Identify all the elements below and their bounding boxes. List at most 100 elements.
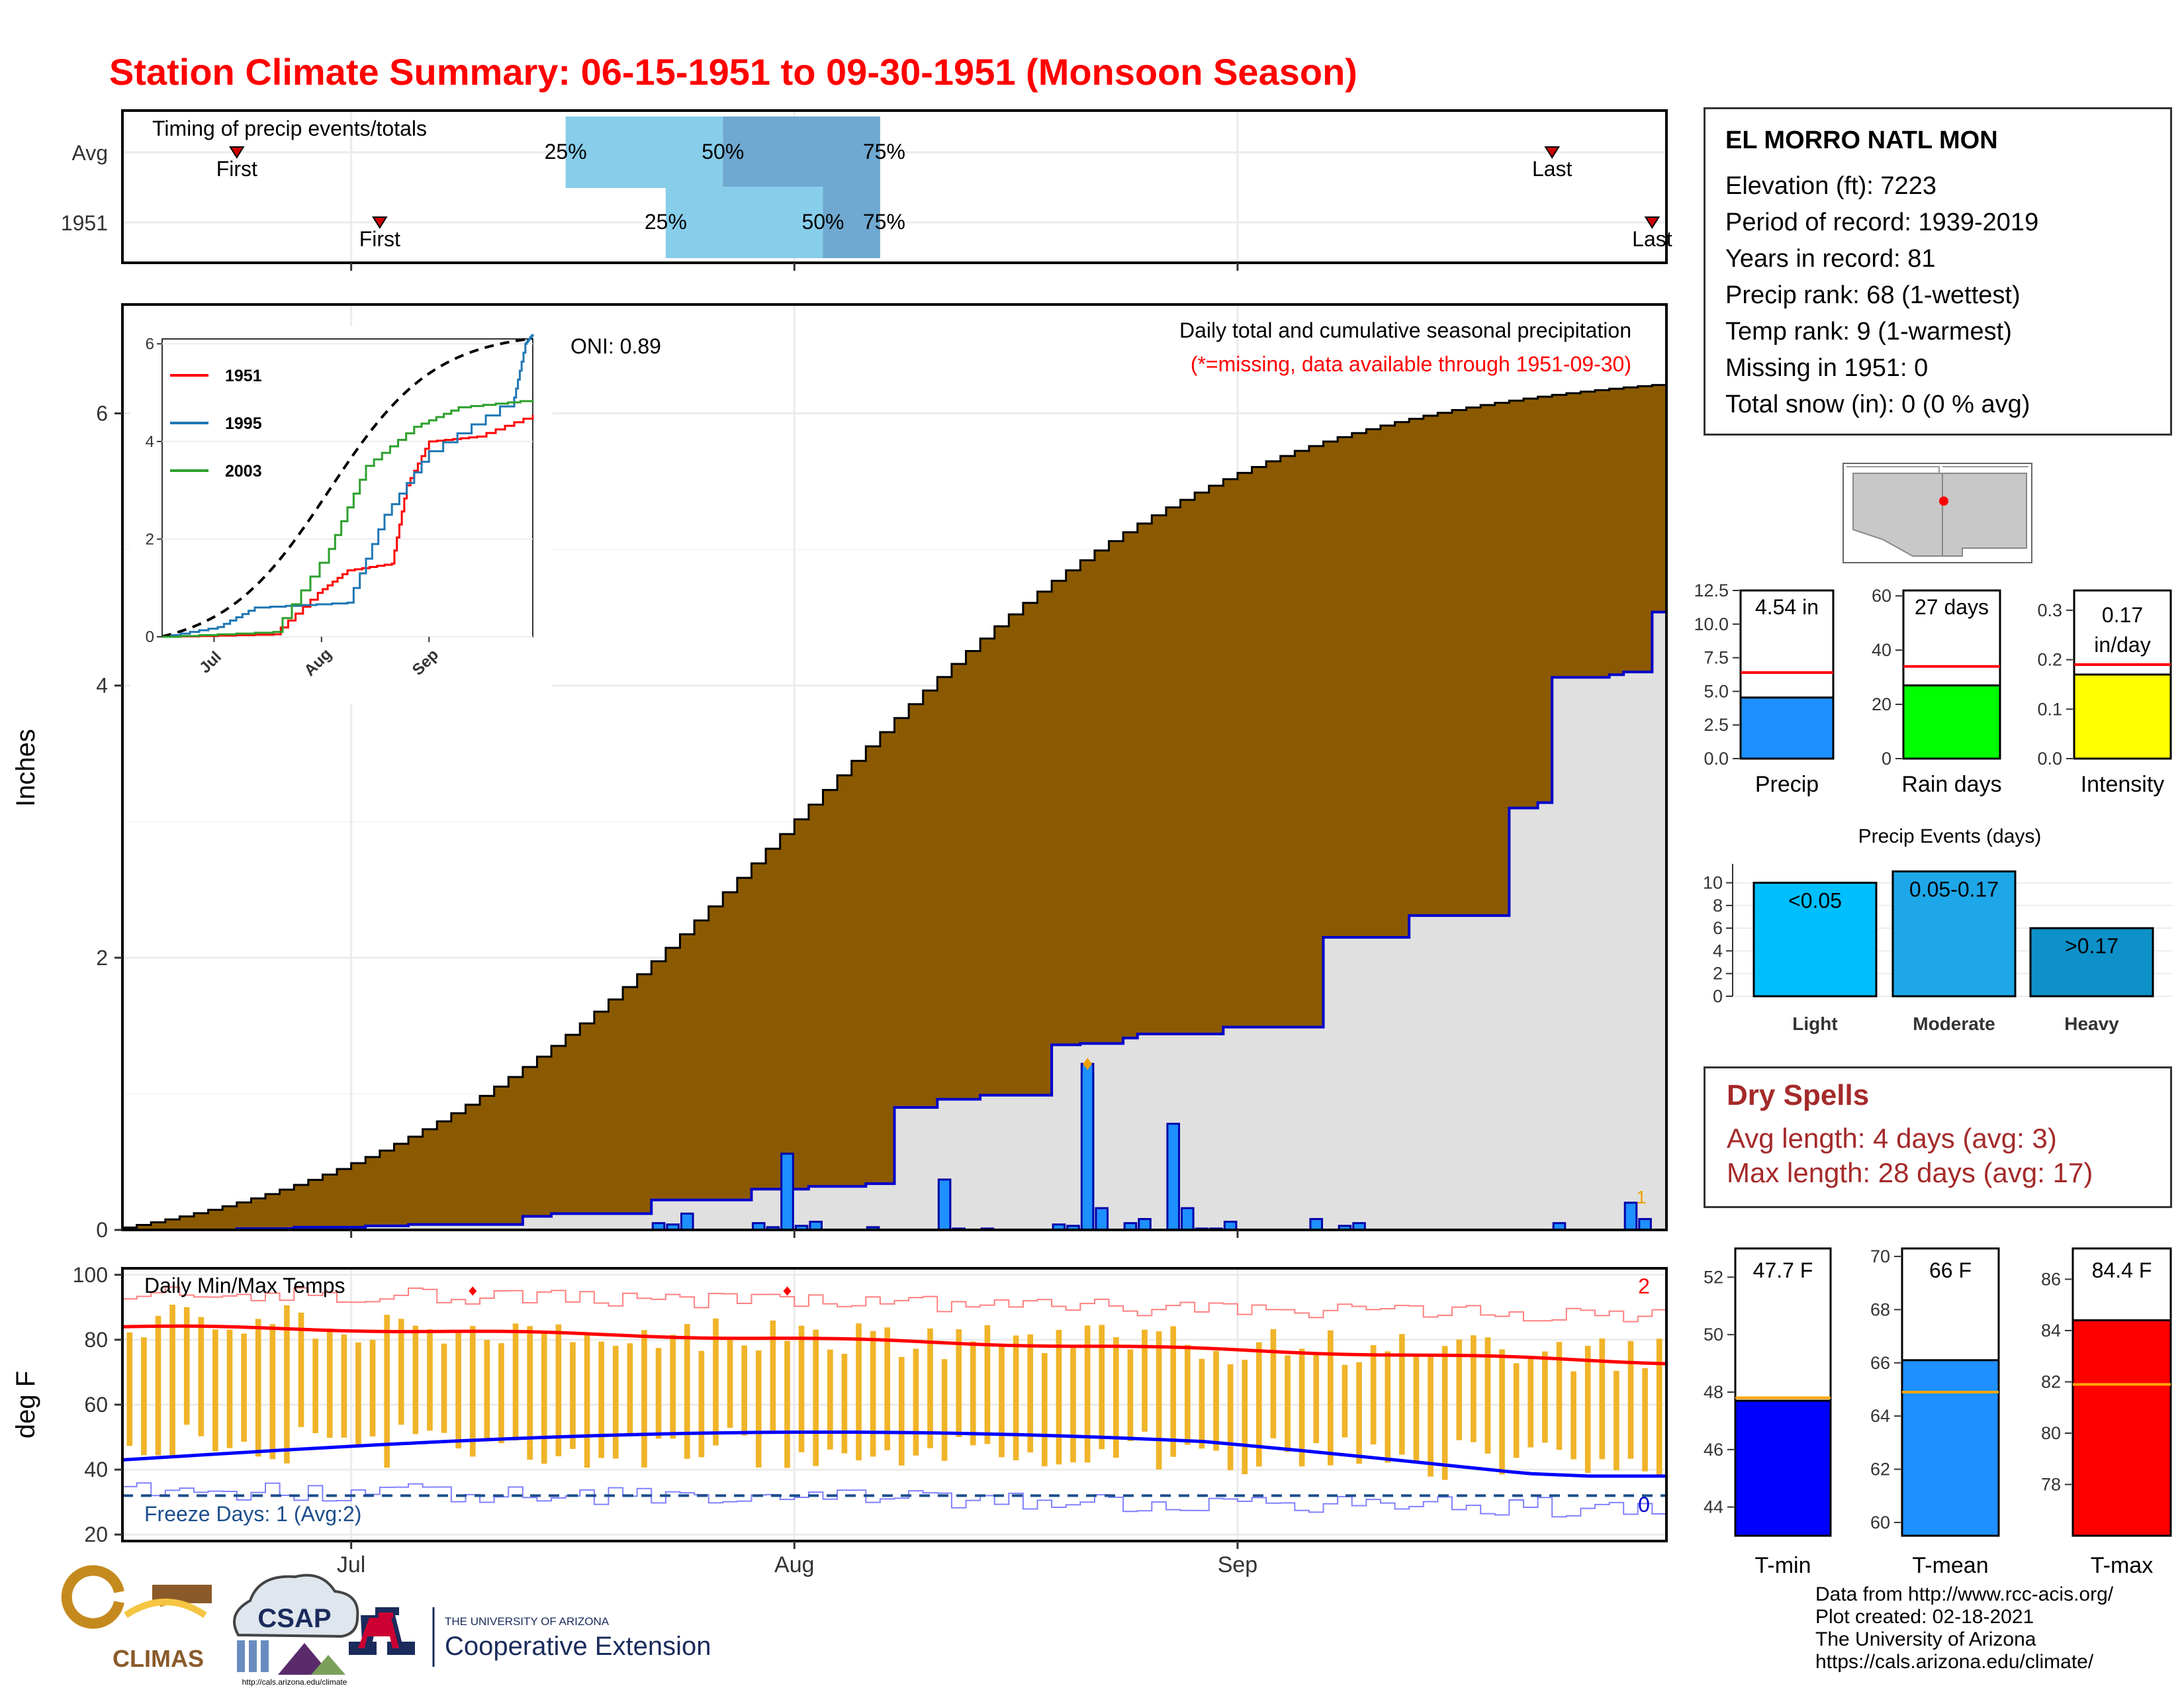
mini-bar-tick: 0.3: [2037, 600, 2062, 620]
events-category: Light: [1792, 1013, 1837, 1034]
daily-precip-bar: [1623, 1201, 1638, 1231]
mini-bar-tick: 2.5: [1704, 715, 1729, 735]
mini-bar-value: 0.17: [2102, 603, 2143, 627]
daily-temp-bar: [369, 1339, 376, 1436]
inset-y-label: 6: [146, 335, 154, 353]
inset-y-label: 2: [146, 530, 154, 548]
mini-bar-tick: 5.0: [1704, 681, 1729, 701]
daily-temp-bar: [798, 1325, 805, 1452]
daily-temp-bar: [1484, 1337, 1491, 1454]
temp-bar-tick: 50: [1704, 1325, 1723, 1344]
daily-temp-bar: [1070, 1348, 1076, 1463]
daily-temp-bar: [412, 1325, 419, 1434]
daily-precip-bar: [937, 1178, 952, 1231]
pct-label: 75%: [863, 140, 905, 164]
temp-bar-tick: 78: [2041, 1475, 2061, 1495]
month-label: Sep: [1218, 1552, 1258, 1577]
credit-line: Data from http://www.rcc-acis.org/: [1815, 1583, 2114, 1605]
csap-logo-url: http://cals.arizona.edu/climate: [242, 1677, 347, 1687]
average-max-line: [122, 1324, 1667, 1366]
y-tick-label: 60: [84, 1393, 108, 1417]
daily-temp-bar: [1213, 1350, 1219, 1451]
mini-bar: [1902, 684, 2001, 760]
events-bar: [1891, 870, 2017, 998]
last-label: Last: [1532, 157, 1572, 181]
daily-temp-bar: [1041, 1353, 1048, 1467]
temp-bar-tick: 62: [1870, 1460, 1890, 1479]
daily-temp-bar: [1013, 1335, 1019, 1461]
daily-precip-bar: [1095, 1207, 1109, 1231]
events-tick: 8: [1713, 896, 1723, 915]
daily-temp-bar: [1242, 1360, 1248, 1475]
daily-temp-bar: [1570, 1371, 1576, 1460]
climas-logo: CLIMAS: [61, 1565, 212, 1672]
mini-bar-tick: 20: [1872, 694, 1891, 714]
temp-bar-tick: 86: [2041, 1270, 2061, 1289]
daily-temp-bar: [312, 1338, 318, 1433]
month-label: Aug: [774, 1552, 815, 1577]
temp-bar-label: T-mean: [1912, 1553, 1988, 1578]
record-high-marker: [469, 1286, 477, 1296]
temp-bar-tick: 80: [2041, 1423, 2061, 1443]
daily-temp-bar: [1270, 1329, 1277, 1438]
y-tick-label: 0: [96, 1218, 108, 1242]
csap-logo-text: CSAP: [257, 1604, 331, 1633]
daily-temp-bar: [427, 1329, 433, 1431]
daily-temp-bar: [655, 1348, 662, 1439]
inset-series-line: [162, 400, 534, 638]
temp-bar-value: 84.4 F: [2092, 1258, 2152, 1282]
pct-label: 25%: [645, 210, 687, 234]
station-elevation: Elevation (ft): 7223: [1725, 172, 1936, 200]
daily-temp-bar: [1456, 1339, 1463, 1440]
daily-temp-bar: [398, 1319, 404, 1425]
inset-y-label: 4: [146, 433, 154, 451]
timing-row-label-avg: Avg: [71, 141, 108, 165]
timing-bar-upper: [823, 187, 880, 258]
temp-bar-tick: 64: [1870, 1406, 1890, 1426]
oni-value: ONI: 0.89: [570, 334, 661, 358]
daily-temp-bar: [913, 1348, 919, 1456]
temp-bar-tick: 46: [1704, 1440, 1723, 1460]
daily-temp-bar: [856, 1323, 862, 1461]
precip-count-label: 1: [1636, 1187, 1647, 1207]
precip-panel-title: Daily total and cumulative seasonal prec…: [1179, 318, 1631, 342]
daily-temp-bar: [941, 1359, 948, 1461]
last-marker: [1544, 146, 1560, 159]
record-high-count: 2: [1638, 1274, 1650, 1298]
pct-label: 25%: [545, 140, 587, 164]
temp-bar: [1734, 1399, 1832, 1537]
precip-events-plot: 02 4 6 8 10 <0.05 Light 0.05-0.17 Moderate >0.17 H…: [1703, 864, 2173, 1034]
daily-temp-bar: [1556, 1342, 1563, 1450]
temp-bar-tick: 68: [1870, 1299, 1890, 1319]
daily-temp-bar: [541, 1333, 547, 1464]
daily-temp-bar: [584, 1334, 590, 1468]
daily-temp-bar: [1385, 1351, 1391, 1463]
events-bar: [2029, 927, 2154, 998]
mini-bar-tick: 0.0: [2037, 749, 2062, 769]
station-period: Period of record: 1939-2019: [1725, 209, 2039, 236]
inset-series-line: [162, 334, 534, 638]
temp-bar-label: T-max: [2091, 1553, 2153, 1578]
events-bar-label: 0.05-0.17: [1909, 877, 1999, 901]
daily-temp-bar: [1256, 1342, 1262, 1467]
temp-bar-tick: 66: [1870, 1353, 1890, 1373]
temp-bar-value: 66 F: [1929, 1258, 1972, 1282]
mini-bar-label: Rain days: [1901, 772, 2001, 797]
daily-temp-bar: [498, 1343, 504, 1444]
station-name: EL MORRO NATL MON: [1725, 126, 1998, 154]
mini-bar-tick: 7.5: [1704, 648, 1729, 668]
daily-temp-bar: [455, 1330, 461, 1449]
daily-temp-bar: [284, 1305, 290, 1464]
record-low-count: 0: [1638, 1493, 1650, 1517]
daily-temp-bar: [970, 1341, 976, 1446]
precip-y-axis: 0 2 4 6: [96, 401, 122, 1242]
timing-bar-lower: [665, 187, 823, 258]
daily-temp-bar: [141, 1337, 147, 1456]
first-marker: [372, 216, 388, 229]
daily-temp-bar: [512, 1323, 519, 1440]
y-tick-label: 4: [96, 674, 108, 698]
station-missing: Missing in 1951: 0: [1725, 354, 1929, 382]
month-label: Jul: [337, 1552, 365, 1577]
